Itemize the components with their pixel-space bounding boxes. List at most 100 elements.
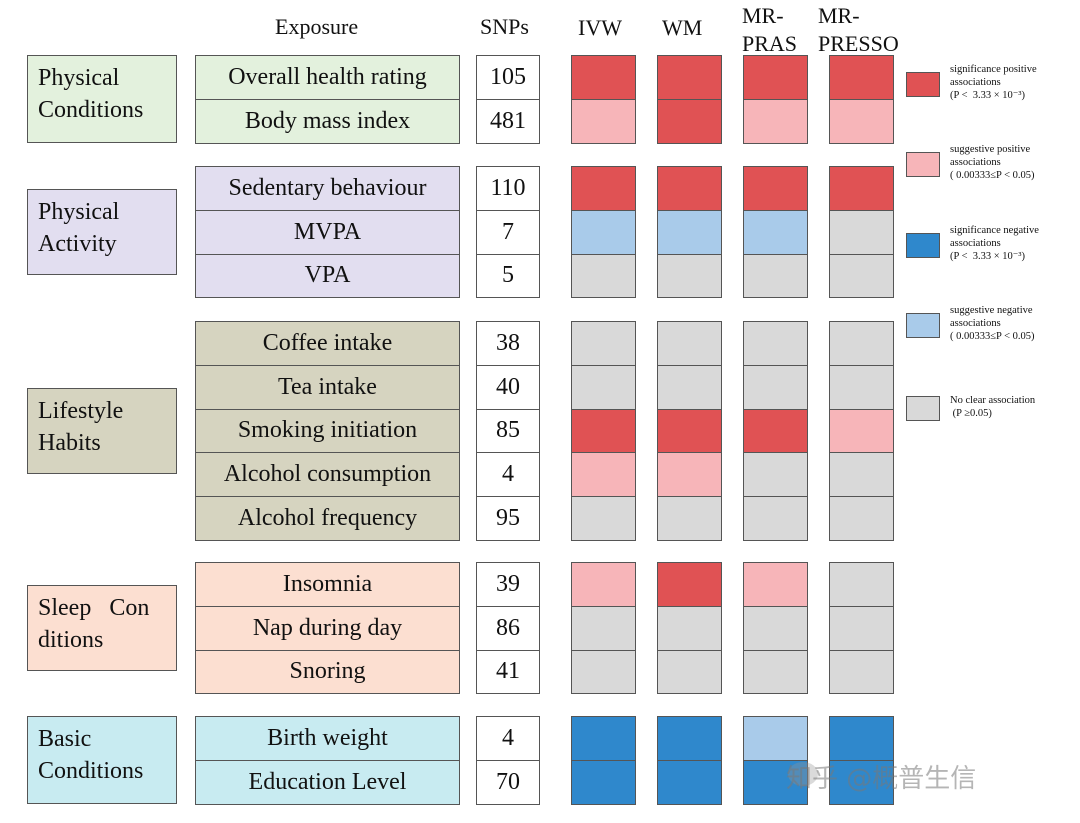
heatmap-cell xyxy=(743,759,808,805)
heatmap-cell xyxy=(571,321,636,366)
heatmap-cell xyxy=(743,562,808,607)
header-method: MR- PRESSO xyxy=(818,3,899,56)
snp-count: 4 xyxy=(476,452,540,498)
legend-swatch xyxy=(906,233,940,258)
legend-swatch xyxy=(906,396,940,421)
heatmap-cell xyxy=(657,408,722,454)
heatmap-cell xyxy=(829,716,894,761)
exposure-label: Alcohol frequency xyxy=(195,496,460,541)
heatmap-cell xyxy=(743,55,808,100)
snp-count: 95 xyxy=(476,496,540,541)
heatmap-cell xyxy=(743,452,808,498)
heatmap-cell xyxy=(743,98,808,144)
watermark: 知乎 @概普生信 xyxy=(786,764,977,794)
exposure-label: Alcohol consumption xyxy=(195,452,460,498)
legend-label: significance negative associations (P < 3.… xyxy=(950,225,1039,262)
exposure-label: Insomnia xyxy=(195,562,460,607)
heatmap-cell xyxy=(743,364,808,410)
heatmap-cell xyxy=(571,408,636,454)
snp-count: 38 xyxy=(476,321,540,366)
heatmap-cell xyxy=(829,562,894,607)
heatmap-cell xyxy=(571,166,636,211)
heatmap-cell xyxy=(743,166,808,211)
heatmap-cell xyxy=(657,649,722,695)
heatmap-cell xyxy=(571,55,636,100)
heatmap-cell xyxy=(571,649,636,695)
heatmap-cell xyxy=(571,364,636,410)
heatmap-cell xyxy=(657,98,722,144)
exposure-label: Snoring xyxy=(195,649,460,695)
legend-swatch xyxy=(906,313,940,338)
snp-count: 481 xyxy=(476,98,540,144)
legend-label: significance positive associations (P < 3.… xyxy=(950,64,1037,101)
snp-count: 7 xyxy=(476,209,540,255)
heatmap-cell xyxy=(829,209,894,255)
exposure-label: Smoking initiation xyxy=(195,408,460,454)
snp-count: 105 xyxy=(476,55,540,100)
heatmap-cell xyxy=(743,496,808,541)
heatmap-cell xyxy=(829,166,894,211)
snp-count: 4 xyxy=(476,716,540,761)
snp-count: 110 xyxy=(476,166,540,211)
heatmap-cell xyxy=(657,253,722,299)
header-method: IVW xyxy=(578,15,622,40)
heatmap-cell xyxy=(743,605,808,651)
heatmap-cell xyxy=(829,452,894,498)
snp-count: 39 xyxy=(476,562,540,607)
snp-count: 41 xyxy=(476,649,540,695)
exposure-label: Body mass index xyxy=(195,98,460,144)
heatmap-cell xyxy=(571,716,636,761)
heatmap-cell xyxy=(657,605,722,651)
exposure-label: Birth weight xyxy=(195,716,460,761)
heatmap-cell xyxy=(743,209,808,255)
snp-count: 85 xyxy=(476,408,540,454)
exposure-label: Sedentary behaviour xyxy=(195,166,460,211)
heatmap-cell xyxy=(743,253,808,299)
category-label: Physical Activity xyxy=(27,188,177,275)
snp-count: 5 xyxy=(476,253,540,299)
header-method: MR- PRAS xyxy=(742,3,798,56)
heatmap-cell xyxy=(743,321,808,366)
heatmap-cell xyxy=(571,253,636,299)
heatmap-cell xyxy=(657,452,722,498)
exposure-label: Overall health rating xyxy=(195,55,460,100)
heatmap-cell xyxy=(571,98,636,144)
heatmap-cell xyxy=(829,55,894,100)
heatmap-cell xyxy=(829,253,894,299)
snp-count: 40 xyxy=(476,364,540,410)
category-label: Sleep Con ditions xyxy=(27,584,177,671)
heatmap-cell xyxy=(657,496,722,541)
heatmap-cell xyxy=(829,98,894,144)
heatmap-cell xyxy=(657,364,722,410)
heatmap-cell xyxy=(571,209,636,255)
heatmap-cell xyxy=(657,759,722,805)
category-label: Physical Conditions xyxy=(27,55,177,143)
snp-count: 70 xyxy=(476,759,540,805)
heatmap-cell xyxy=(743,649,808,695)
heatmap-cell xyxy=(829,649,894,695)
heatmap-cell xyxy=(829,364,894,410)
heatmap-cell xyxy=(657,716,722,761)
heatmap-cell xyxy=(743,716,808,761)
legend-swatch xyxy=(906,152,940,177)
heatmap-cell xyxy=(657,166,722,211)
exposure-label: Education Level xyxy=(195,759,460,805)
heatmap-cell xyxy=(571,605,636,651)
legend-label: No clear association (P ≥0.05) xyxy=(950,395,1036,419)
heatmap-cell xyxy=(571,759,636,805)
header-method: WM xyxy=(662,15,703,40)
heatmap-cell xyxy=(829,496,894,541)
heatmap-cell xyxy=(743,408,808,454)
heatmap-cell xyxy=(571,452,636,498)
legend-swatch xyxy=(906,72,940,97)
category-label: Basic Conditions xyxy=(27,716,177,804)
header-snps: SNPs xyxy=(480,14,529,39)
heatmap-cell xyxy=(571,562,636,607)
exposure-label: VPA xyxy=(195,253,460,299)
exposure-label: MVPA xyxy=(195,209,460,255)
heatmap-cell xyxy=(829,408,894,454)
snp-count: 86 xyxy=(476,605,540,651)
heatmap-cell xyxy=(829,321,894,366)
exposure-label: Nap during day xyxy=(195,605,460,651)
heatmap-cell xyxy=(829,759,894,805)
